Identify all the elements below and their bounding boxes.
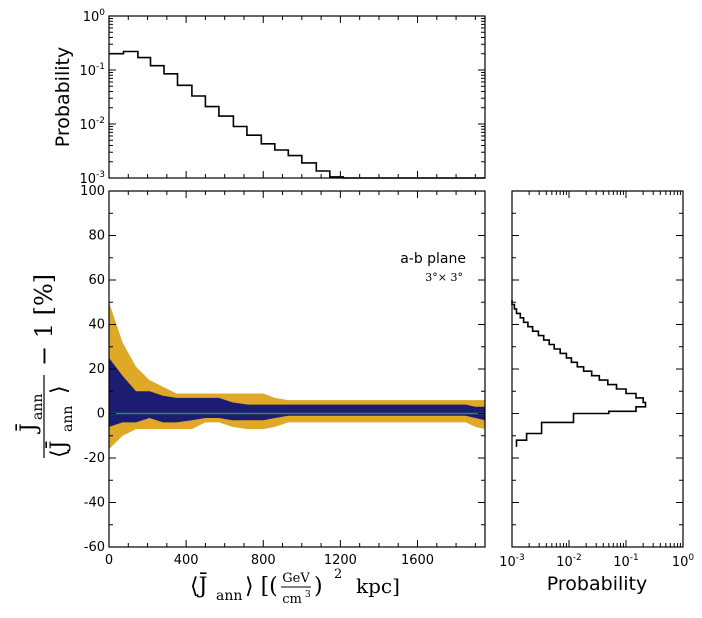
xlabel-post: ) (314, 574, 323, 599)
side-histogram-frame (511, 190, 684, 548)
main-panel-ticks (108, 190, 485, 548)
x-tick-label: 400 (174, 553, 199, 568)
top-y-tick-label: 100 (83, 8, 106, 25)
top-histogram-step-line (109, 50, 485, 179)
main-xlabel: ⟨J̄ ann ⟩ [( GeV cm 3 ) 2 kpc] (190, 567, 400, 607)
main-y-tick-labels: -60 -40 -20 0 20 40 60 80 100 (80, 184, 105, 555)
xlabel-units: kpc] (356, 574, 400, 598)
side-x-tick-label: 100 (672, 553, 695, 570)
xlabel-pre: ⟨J̄ (190, 572, 207, 599)
top-y-tick-label: 10-2 (79, 116, 105, 133)
main-panel-frame (108, 190, 486, 548)
side-histogram-xlabel: Probability (547, 573, 647, 595)
main-x-tick-labels: 0 400 800 1200 1600 (105, 553, 434, 568)
xlabel-frac-den-sup: 3 (305, 590, 311, 600)
y-tick-label: -20 (84, 451, 105, 466)
y-tick-label: -40 (84, 496, 105, 511)
top-histogram-ticks (108, 15, 485, 179)
ylabel-num-sub: ann (30, 394, 46, 420)
side-histogram-panel: 10-3 10-2 10-1 100 Probability (499, 190, 694, 595)
top-y-tick-label: 10-1 (79, 62, 105, 79)
side-histogram-x-tick-labels: 10-3 10-2 10-1 100 (499, 553, 694, 570)
xlabel-sub: ann (216, 588, 242, 604)
side-x-tick-label: 10-3 (499, 553, 525, 570)
xlabel-frac-den: cm (282, 592, 302, 607)
ylabel-num: J̄ (15, 423, 42, 434)
inner-confidence-band (109, 357, 485, 427)
top-histogram-ylabel: Probability (52, 47, 74, 147)
x-tick-label: 800 (251, 553, 276, 568)
y-tick-label: -60 (84, 540, 105, 555)
y-tick-label: 20 (88, 362, 105, 377)
x-tick-label: 1600 (401, 553, 434, 568)
y-tick-label: 60 (88, 273, 105, 288)
x-tick-label: 1200 (324, 553, 357, 568)
panel-subtitle: 3°× 3° (425, 271, 463, 284)
side-histogram-step-line (511, 300, 647, 447)
outer-confidence-band (109, 302, 485, 450)
main-band-panel: 0 400 800 1200 1600 -60 -40 -20 0 20 40 60 80 100 a-… (15, 184, 486, 607)
x-tick-label: 0 (105, 553, 113, 568)
y-tick-label: 40 (88, 318, 105, 333)
ylabel-den: ⟨J̄ (45, 441, 72, 458)
ylabel-den-sub: ann (60, 406, 76, 432)
xlabel-mid: ⟩ [( (245, 574, 278, 599)
top-histogram-frame (108, 15, 486, 179)
ylabel-den-close: ⟩ (47, 385, 72, 394)
y-tick-label: 80 (88, 229, 105, 244)
side-histogram-ticks (511, 190, 684, 548)
side-x-tick-label: 10-1 (613, 553, 639, 570)
main-ylabel: J̄ ann ⟨J̄ ann ⟩ − 1 [%] (15, 274, 76, 458)
y-tick-label: 100 (80, 184, 105, 199)
panel-title: a-b plane (400, 251, 466, 267)
ylabel-tail: − 1 [%] (30, 274, 58, 366)
xlabel-post-sup: 2 (334, 567, 342, 582)
side-x-tick-label: 10-2 (556, 553, 582, 570)
xlabel-frac-num: GeV (282, 571, 310, 586)
y-tick-label: 0 (97, 407, 105, 422)
